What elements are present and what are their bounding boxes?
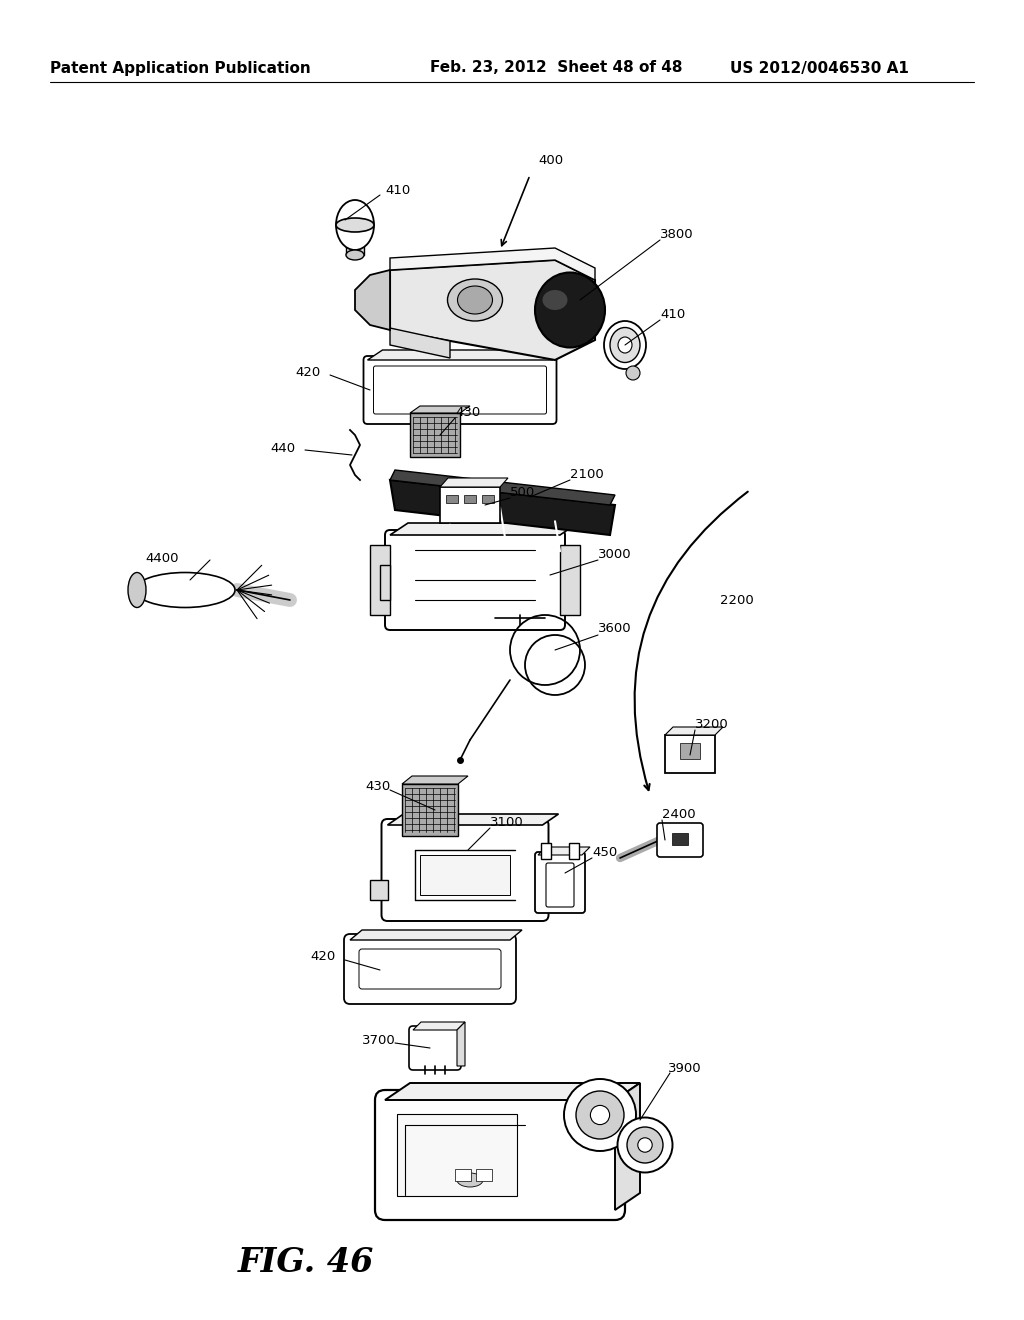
Ellipse shape: [457, 1173, 483, 1187]
Polygon shape: [665, 727, 723, 735]
FancyBboxPatch shape: [359, 949, 501, 989]
Bar: [420, 855, 510, 895]
Ellipse shape: [638, 1138, 652, 1152]
Ellipse shape: [128, 573, 146, 607]
Polygon shape: [413, 1022, 465, 1030]
Text: US 2012/0046530 A1: US 2012/0046530 A1: [730, 61, 909, 75]
Ellipse shape: [458, 286, 493, 314]
Text: 2400: 2400: [662, 808, 695, 821]
Polygon shape: [440, 478, 508, 487]
Bar: [569, 843, 579, 859]
Ellipse shape: [617, 1118, 673, 1172]
Ellipse shape: [535, 272, 605, 347]
Text: 3900: 3900: [668, 1061, 701, 1074]
Polygon shape: [390, 523, 578, 535]
Text: 4400: 4400: [145, 552, 178, 565]
Ellipse shape: [336, 201, 374, 249]
Polygon shape: [390, 248, 595, 280]
Ellipse shape: [627, 1127, 663, 1163]
Polygon shape: [390, 480, 615, 535]
Text: 420: 420: [310, 950, 335, 964]
Ellipse shape: [135, 573, 234, 607]
FancyBboxPatch shape: [546, 863, 574, 907]
Polygon shape: [402, 776, 468, 784]
FancyBboxPatch shape: [375, 1090, 625, 1220]
Polygon shape: [615, 1082, 640, 1210]
Bar: [665, 735, 715, 774]
Polygon shape: [390, 260, 595, 360]
Polygon shape: [387, 814, 558, 825]
Polygon shape: [538, 847, 590, 855]
Bar: [464, 495, 476, 503]
Text: 3000: 3000: [598, 549, 632, 561]
FancyBboxPatch shape: [374, 366, 547, 414]
FancyBboxPatch shape: [344, 935, 516, 1005]
Polygon shape: [410, 407, 470, 413]
Polygon shape: [560, 545, 580, 615]
Text: 2100: 2100: [570, 469, 604, 482]
Text: 500: 500: [510, 486, 536, 499]
Polygon shape: [390, 470, 615, 506]
Bar: [410, 413, 460, 457]
Ellipse shape: [591, 1105, 609, 1125]
Text: 3600: 3600: [598, 622, 632, 635]
Text: 410: 410: [385, 183, 411, 197]
Ellipse shape: [346, 249, 364, 260]
Bar: [482, 495, 494, 503]
Bar: [440, 487, 500, 523]
Bar: [446, 495, 458, 503]
Text: 410: 410: [660, 309, 685, 322]
Bar: [402, 784, 458, 836]
Text: 3200: 3200: [695, 718, 729, 730]
Polygon shape: [368, 350, 567, 360]
Ellipse shape: [543, 290, 567, 310]
FancyBboxPatch shape: [409, 1026, 461, 1071]
Ellipse shape: [626, 366, 640, 380]
Text: 430: 430: [455, 407, 480, 420]
Text: 420: 420: [295, 366, 321, 379]
Polygon shape: [346, 224, 364, 255]
Bar: [541, 843, 551, 859]
Text: 430: 430: [365, 780, 390, 792]
Text: 3100: 3100: [490, 816, 523, 829]
Bar: [672, 833, 688, 845]
Text: 400: 400: [538, 153, 563, 166]
Text: 3800: 3800: [660, 228, 693, 242]
Ellipse shape: [610, 327, 640, 363]
Polygon shape: [380, 565, 390, 601]
Ellipse shape: [447, 279, 503, 321]
Bar: [455, 1170, 471, 1181]
Text: 2200: 2200: [720, 594, 754, 606]
Text: 440: 440: [270, 441, 295, 454]
Text: Patent Application Publication: Patent Application Publication: [50, 61, 310, 75]
Bar: [397, 1114, 516, 1196]
Polygon shape: [390, 327, 450, 358]
Ellipse shape: [618, 337, 632, 352]
FancyBboxPatch shape: [385, 531, 565, 630]
Polygon shape: [457, 1022, 465, 1067]
FancyBboxPatch shape: [382, 818, 549, 921]
Ellipse shape: [575, 1092, 624, 1139]
Bar: [476, 1170, 492, 1181]
Text: Feb. 23, 2012  Sheet 48 of 48: Feb. 23, 2012 Sheet 48 of 48: [430, 61, 683, 75]
Text: FIG. 46: FIG. 46: [238, 1246, 375, 1279]
Polygon shape: [385, 1082, 640, 1100]
Polygon shape: [355, 271, 390, 330]
Ellipse shape: [604, 321, 646, 370]
Polygon shape: [350, 931, 522, 940]
Ellipse shape: [336, 218, 374, 232]
Ellipse shape: [564, 1078, 636, 1151]
FancyBboxPatch shape: [657, 822, 703, 857]
FancyBboxPatch shape: [535, 851, 585, 913]
Polygon shape: [370, 545, 390, 615]
Bar: [680, 743, 700, 759]
Polygon shape: [370, 880, 387, 900]
Text: 450: 450: [592, 846, 617, 858]
Text: 3700: 3700: [362, 1034, 395, 1047]
FancyBboxPatch shape: [364, 356, 556, 424]
